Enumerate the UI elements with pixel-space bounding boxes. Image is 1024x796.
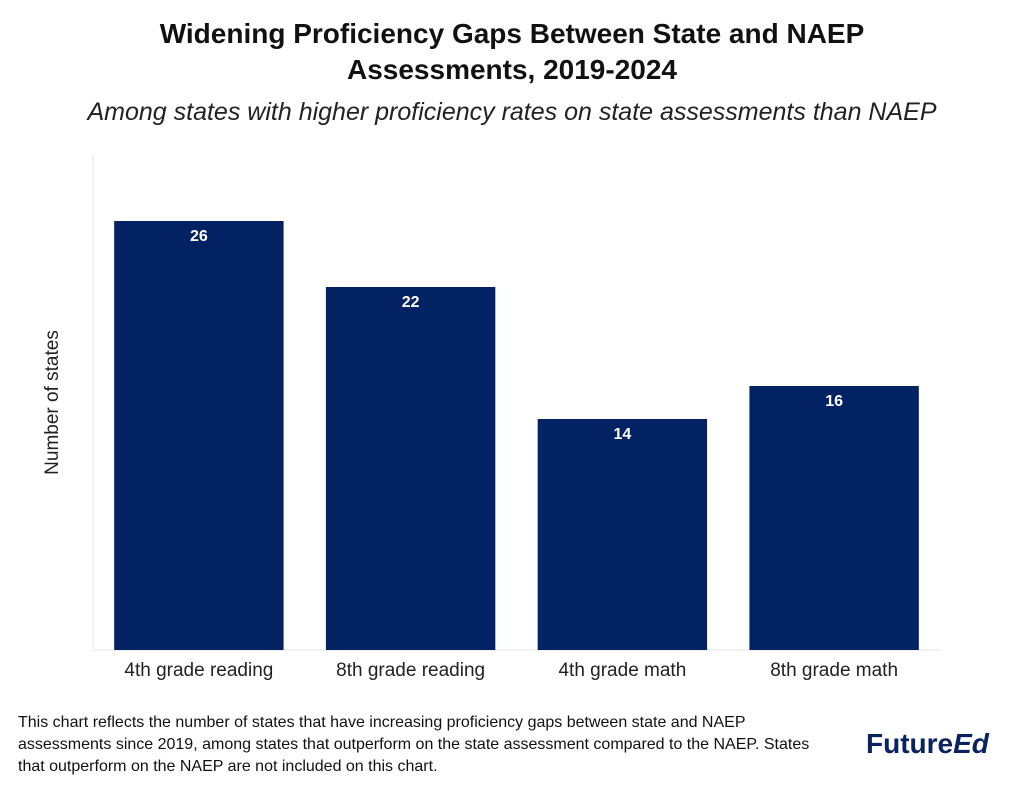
bar	[749, 386, 919, 650]
x-tick-label: 8th grade reading	[336, 660, 485, 681]
bar	[114, 221, 284, 650]
data-label: 16	[825, 393, 843, 410]
bar	[537, 419, 708, 650]
data-label: 26	[190, 228, 208, 245]
logo-part: Ed	[953, 728, 989, 759]
chart-subtitle: Among states with higher proficiency rat…	[87, 98, 937, 126]
logo: FutureEd	[866, 728, 989, 760]
data-label: 22	[402, 294, 420, 311]
data-label: 14	[613, 426, 631, 443]
x-tick-label: 4th grade reading	[124, 660, 273, 681]
y-axis-label: Number of states	[42, 330, 63, 475]
x-tick-label: 8th grade math	[770, 660, 898, 681]
footnote: This chart reflects the number of states…	[18, 714, 810, 775]
x-tick-label: 4th grade math	[558, 660, 686, 681]
logo-part: Future	[866, 728, 954, 759]
bar	[325, 287, 496, 650]
chart-title: Widening Proficiency Gaps Between State …	[159, 18, 865, 85]
